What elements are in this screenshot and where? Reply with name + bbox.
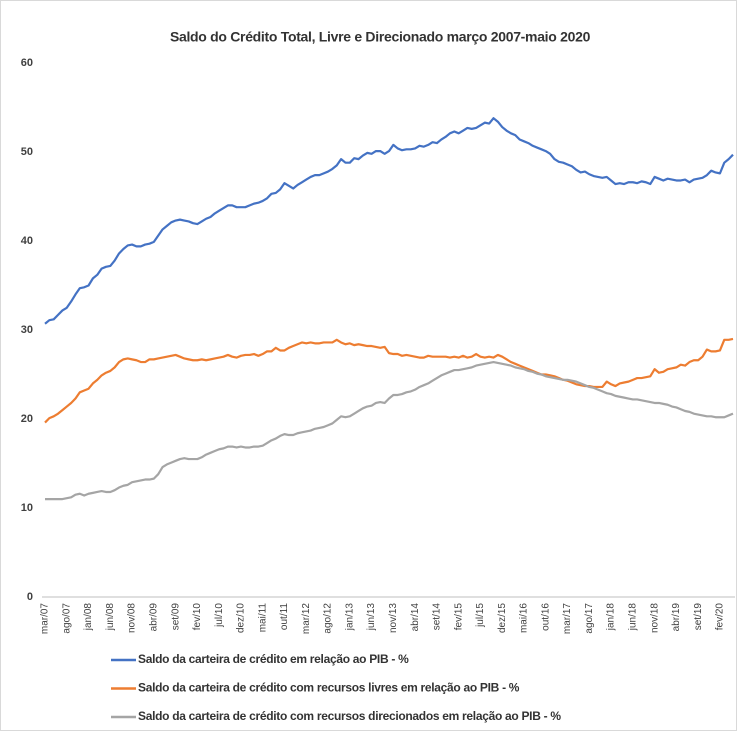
y-tick-label: 50 (21, 146, 33, 158)
x-tick-label: nov/18 (649, 603, 660, 633)
x-tick-label: ago/07 (61, 603, 72, 634)
x-tick-label: jan/13 (344, 603, 355, 632)
y-tick-label: 10 (21, 502, 33, 514)
x-tick-label: dez/15 (497, 603, 508, 633)
series-line (44, 337, 734, 424)
x-tick-label: jan/08 (83, 603, 94, 632)
chart-title: Saldo do Crédito Total, Livre e Direcion… (170, 29, 591, 45)
y-tick-label: 40 (21, 235, 33, 247)
x-tick-label: mar/12 (301, 603, 312, 635)
legend-label: Saldo da carteira de crédito com recurso… (138, 681, 520, 695)
x-tick-label: fev/10 (192, 603, 203, 631)
x-tick-label: nov/08 (127, 603, 138, 633)
x-tick-label: fev/20 (715, 603, 726, 631)
legend-label: Saldo da carteira de crédito em relação … (138, 652, 409, 666)
series-line (45, 360, 734, 501)
x-tick-label: mai/16 (519, 603, 530, 633)
x-tick-label: out/11 (279, 603, 290, 630)
x-tick-label: jun/13 (366, 603, 377, 632)
x-tick-label: jan/18 (606, 603, 617, 632)
legend-label: Saldo da carteira de crédito com recurso… (138, 709, 561, 723)
x-tick-label: jul/15 (475, 603, 486, 628)
x-tick-label: abr/09 (149, 603, 160, 632)
x-tick-label: nov/13 (388, 603, 399, 633)
x-tick-label: jun/18 (627, 603, 638, 632)
x-tick-label: abr/14 (410, 603, 421, 632)
series-line (44, 117, 734, 325)
x-tick-label: ago/17 (584, 603, 595, 634)
y-tick-label: 0 (27, 591, 33, 603)
x-tick-label: fev/15 (453, 603, 464, 631)
y-tick-label: 20 (21, 413, 33, 425)
x-tick-label: jul/10 (214, 603, 225, 628)
x-tick-label: jun/08 (105, 603, 116, 632)
x-tick-label: set/09 (170, 603, 181, 631)
x-tick-label: set/14 (432, 603, 443, 631)
x-tick-label: ago/12 (323, 603, 334, 634)
x-tick-label: mai/11 (257, 603, 268, 633)
x-tick-label: out/16 (540, 603, 551, 631)
y-tick-label: 30 (21, 324, 33, 336)
x-tick-label: dez/10 (236, 603, 247, 633)
x-tick-label: mar/07 (40, 603, 51, 635)
x-tick-label: abr/19 (671, 603, 682, 632)
y-tick-label: 60 (21, 57, 33, 69)
x-tick-label: set/19 (693, 603, 704, 631)
x-tick-label: mar/17 (562, 603, 573, 635)
